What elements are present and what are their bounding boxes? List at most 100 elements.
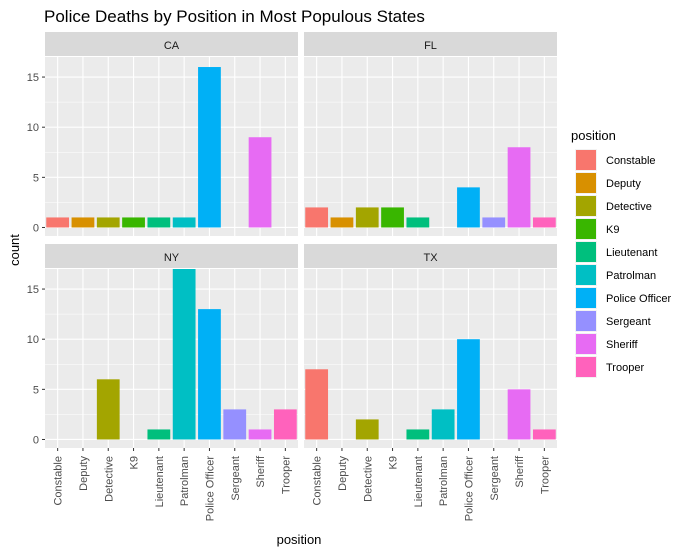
- facet-strip-label: NY: [164, 252, 180, 264]
- chart-title: Police Deaths by Position in Most Populo…: [44, 7, 425, 26]
- legend-swatch: [576, 196, 596, 216]
- y-tick-label: 15: [27, 284, 39, 296]
- bar-tx-sheriff: TX Sheriff: 5: [507, 389, 531, 440]
- bar-ca-lieutenant: CA Lieutenant: 1: [147, 217, 171, 228]
- legend-swatch: [576, 288, 596, 308]
- legend-swatch: [576, 311, 596, 331]
- y-tick-label: 10: [27, 122, 39, 134]
- x-tick-label: Detective: [362, 456, 374, 502]
- x-tick-label: Patrolman: [179, 456, 191, 506]
- x-tick-label: Lieutenant: [413, 456, 425, 507]
- bar-fl-police-officer: FL Police Officer: 4: [457, 187, 480, 228]
- bar-ca-constable: CA Constable: 1: [46, 217, 70, 228]
- facet-strip: [304, 32, 557, 56]
- bar-ca-detective: CA Detective: 1: [96, 217, 120, 228]
- legend-swatch: [576, 150, 596, 170]
- legend-item-sheriff: Sheriff: [575, 333, 639, 355]
- bar-tx-patrolman: TX Patrolman: 3: [431, 409, 455, 440]
- bar-ca-police-officer: CA Police Officer: 16: [198, 67, 221, 228]
- facet-strip-label: FL: [424, 40, 437, 52]
- x-tick-label: Police Officer: [463, 456, 475, 522]
- bar-fl-sergeant: FL Sergeant: 1: [482, 217, 506, 228]
- x-tick-label: Lieutenant: [154, 456, 166, 507]
- x-tick-label: Patrolman: [438, 456, 450, 506]
- legend-label: K9: [606, 224, 619, 236]
- facet-tx: TX TX Constable: 7 TX Detective: 2 TX Lieut…: [304, 244, 557, 448]
- bar-fl-detective: FL Detective: 2: [355, 207, 379, 228]
- facet-strip-label: TX: [423, 252, 438, 264]
- x-tick-label: Trooper: [539, 456, 551, 494]
- x-tick-label: Deputy: [78, 456, 90, 491]
- y-axis-title: count: [7, 234, 22, 266]
- legend-swatch: [576, 357, 596, 377]
- legend-item-deputy: Deputy: [575, 172, 641, 194]
- y-tick-label: 5: [33, 172, 39, 184]
- bar-ny-sheriff: NY Sheriff: 1: [248, 429, 272, 440]
- legend-label: Deputy: [606, 178, 641, 190]
- legend-item-lieutenant: Lieutenant: [575, 241, 657, 263]
- bar-ny-lieutenant: NY Lieutenant: 1: [147, 429, 171, 440]
- bar-ny-police-officer: NY Police Officer: 13: [198, 309, 221, 440]
- legend-item-k9: K9: [575, 218, 619, 240]
- legend-label: Detective: [606, 201, 652, 213]
- x-tick-label: K9: [388, 456, 400, 469]
- facet-strip: [45, 32, 298, 56]
- x-tick-label: Constable: [312, 456, 324, 506]
- y-tick-label: 5: [33, 384, 39, 396]
- x-axis-title: position: [277, 532, 322, 547]
- bar-ny-sergeant: NY Sergeant: 3: [223, 409, 247, 440]
- x-tick-label: K9: [129, 456, 141, 469]
- x-axis-ticks: Constable Deputy Detective K9 Lieutenant Patr…: [53, 448, 551, 522]
- x-tick-label: Trooper: [280, 456, 292, 494]
- legend-item-sergeant: Sergeant: [575, 310, 651, 332]
- facet-strip: [304, 244, 557, 268]
- legend-item-police-officer: Police Officer: [575, 287, 672, 309]
- legend-label: Police Officer: [606, 293, 672, 305]
- legend-label: Sergeant: [606, 316, 651, 328]
- x-tick-label: Sergeant: [489, 456, 501, 501]
- legend-item-constable: Constable: [575, 149, 656, 171]
- legend-item-trooper: Trooper: [575, 356, 644, 378]
- bar-ca-deputy: CA Deputy: 1: [71, 217, 95, 228]
- x-tick-label: Deputy: [337, 456, 349, 491]
- facet-fl: FL FL Constable: 2FL Deputy: 1FL Detectiv…: [304, 32, 557, 236]
- legend-swatch: [576, 242, 596, 262]
- x-tick-label: Police Officer: [204, 456, 216, 522]
- x-tick-label: Sheriff: [514, 455, 526, 488]
- bar-tx-police-officer: TX Police Officer: 10: [457, 339, 480, 440]
- bar-ny-patrolman: NY Patrolman: 17: [172, 269, 196, 440]
- legend: position Constable Deputy Detective K9 Lieut…: [571, 128, 672, 378]
- bar-fl-constable: FL Constable: 2: [305, 207, 329, 228]
- panel-background: [45, 269, 298, 448]
- bar-tx-detective: TX Detective: 2: [355, 419, 379, 440]
- legend-swatch: [576, 173, 596, 193]
- bar-fl-deputy: FL Deputy: 1: [330, 217, 354, 228]
- bar-tx-lieutenant: TX Lieutenant: 1: [406, 429, 430, 440]
- facet-strip: [45, 244, 298, 268]
- bar-tx-constable: TX Constable: 7: [305, 369, 329, 440]
- facet-ny: NY NY Detective: 6 NY Lieutenant: 1NY Patr…: [27, 244, 298, 448]
- bar-fl-lieutenant: FL Lieutenant: 1: [406, 217, 430, 228]
- y-tick-label: 15: [27, 72, 39, 84]
- y-tick-label: 0: [33, 434, 39, 446]
- x-tick-label: Constable: [53, 456, 65, 506]
- legend-items: Constable Deputy Detective K9 Lieutenant Patr…: [575, 149, 672, 378]
- legend-swatch: [576, 334, 596, 354]
- facet-strip-label: CA: [164, 40, 180, 52]
- x-tick-label: Sheriff: [255, 455, 267, 488]
- facet-ca: CA CA Constable: 1CA Deputy: 1CA Detectiv…: [27, 32, 298, 236]
- y-tick-label: 0: [33, 222, 39, 234]
- bar-ca-patrolman: CA Patrolman: 1: [172, 217, 196, 228]
- x-tick-label: Sergeant: [230, 456, 242, 501]
- bar-ny-trooper: NY Trooper: 3: [273, 409, 297, 440]
- bar-fl-k9: FL K9: 2: [381, 207, 404, 228]
- bar-ca-k9: CA K9: 1: [122, 217, 145, 228]
- legend-swatch: [576, 265, 596, 285]
- legend-label: Constable: [606, 155, 656, 167]
- legend-label: Patrolman: [606, 270, 656, 282]
- y-tick-label: 10: [27, 334, 39, 346]
- legend-swatch: [576, 219, 596, 239]
- facet-panels: CA CA Constable: 1CA Deputy: 1CA Detectiv…: [27, 32, 557, 448]
- legend-item-patrolman: Patrolman: [575, 264, 656, 286]
